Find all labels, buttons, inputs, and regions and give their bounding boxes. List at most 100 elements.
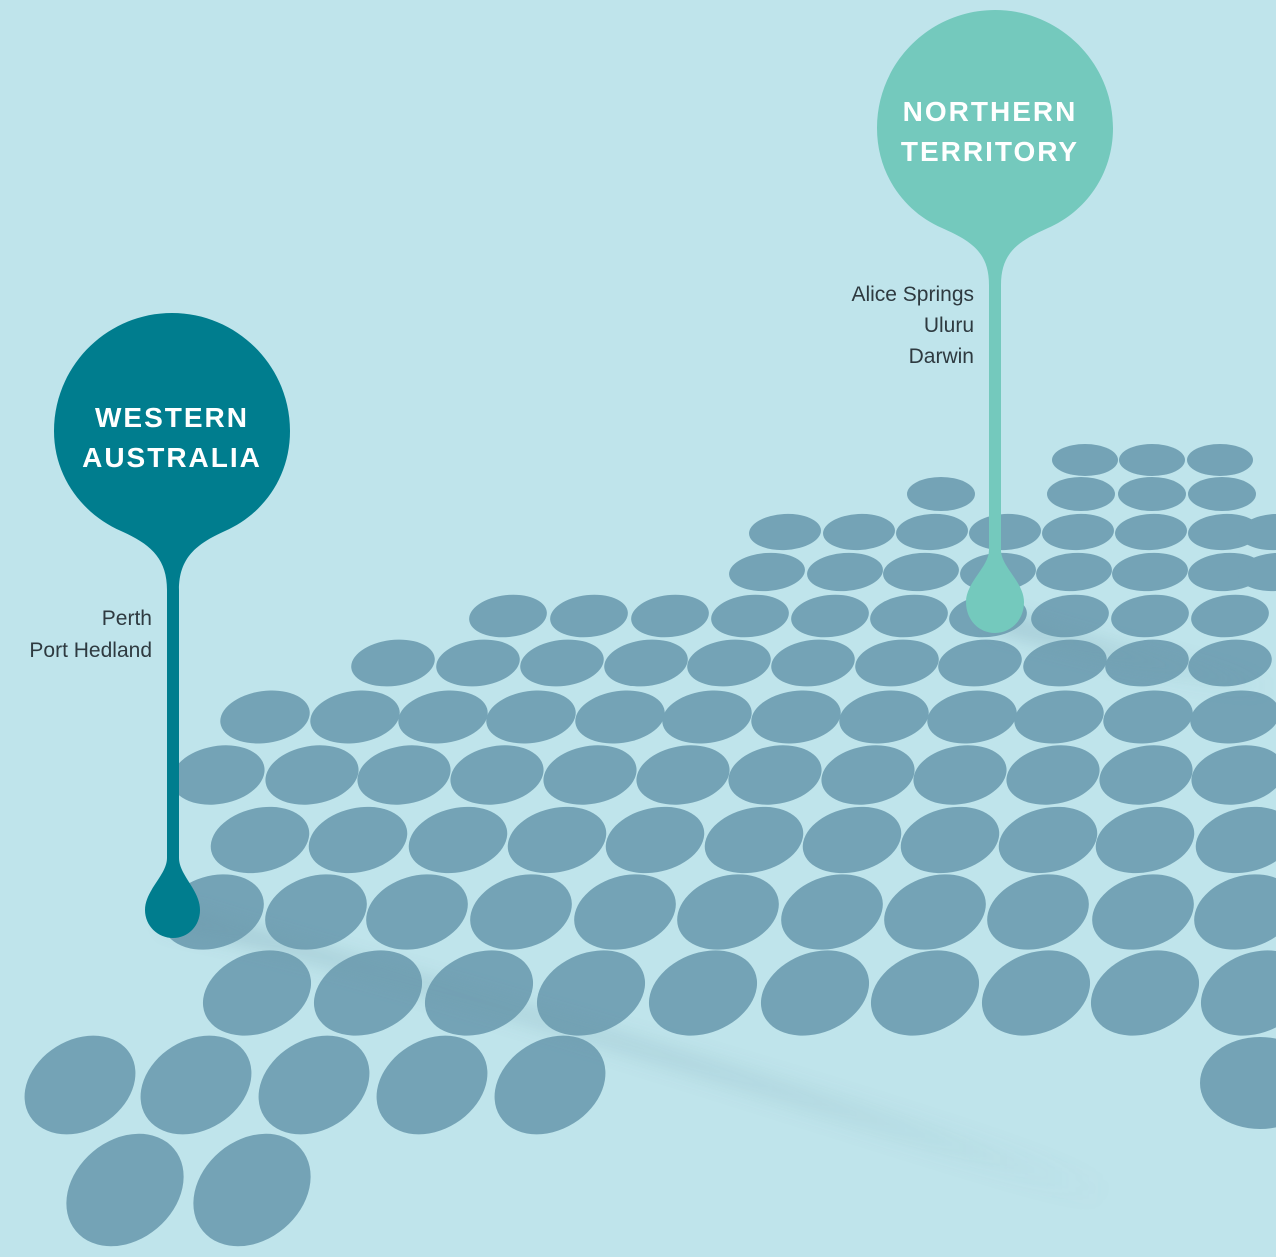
map-dot [24, 1035, 136, 1135]
map-dot [550, 594, 628, 638]
map-dot [66, 1133, 184, 1247]
map-dot [896, 513, 968, 551]
map-dot [1042, 513, 1114, 551]
map-dot [202, 950, 312, 1036]
map-dot [998, 806, 1098, 874]
map-dot [265, 874, 367, 950]
city-label-alice-springs: Alice Springs [851, 283, 974, 306]
city-label-perth: Perth [102, 607, 152, 630]
map-dot [1195, 806, 1276, 874]
map-dot [807, 552, 883, 592]
map-dot [1188, 477, 1256, 511]
map-dot [1103, 690, 1193, 744]
map-dot [398, 690, 488, 744]
map-dot [1095, 806, 1195, 874]
map-dot [969, 513, 1041, 551]
pin-western-australia[interactable]: WESTERN AUSTRALIA Perth Port Hedland [29, 313, 290, 938]
map-dot [927, 690, 1017, 744]
city-label-port-hedland: Port Hedland [29, 639, 152, 662]
map-dot [855, 639, 939, 687]
map-dot [408, 806, 508, 874]
pin-title-western-line1: WESTERN [95, 402, 249, 433]
map-dot [677, 874, 779, 950]
city-label-uluru: Uluru [924, 314, 974, 337]
map-dot [729, 552, 805, 592]
map-dot [1006, 745, 1100, 805]
map-dot [1036, 552, 1112, 592]
map-dot [469, 594, 547, 638]
map-dot [308, 806, 408, 874]
dot-grid [24, 444, 1276, 1247]
map-dot [1191, 594, 1269, 638]
map-dot [310, 690, 400, 744]
map-dot [574, 874, 676, 950]
map-dot [636, 745, 730, 805]
map-dot [520, 639, 604, 687]
pin-northern-territory[interactable]: NORTHERN TERRITORY Alice Springs Uluru D… [851, 10, 1113, 633]
map-dot [907, 477, 975, 511]
wa-pin-shadow [160, 910, 1120, 1210]
map-dot [870, 594, 948, 638]
map-dot [751, 690, 841, 744]
map-dot [1014, 690, 1104, 744]
map-dot [376, 1035, 488, 1135]
map-dot [1194, 874, 1276, 950]
map-dot [1187, 444, 1253, 476]
pin-title-western-line2: AUSTRALIA [82, 442, 262, 473]
map-dot [140, 1035, 252, 1135]
map-dot [938, 639, 1022, 687]
map-dot [1200, 1037, 1276, 1129]
map-dot [1238, 552, 1276, 592]
map-dot [507, 806, 607, 874]
map-dot [450, 745, 544, 805]
map-dot [1115, 513, 1187, 551]
map-dot [802, 806, 902, 874]
map-dot [1031, 594, 1109, 638]
map-dot [494, 1035, 606, 1135]
map-dot [536, 950, 646, 1036]
map-dot [913, 745, 1007, 805]
map-dot [1188, 513, 1260, 551]
map-dot [1118, 477, 1186, 511]
map-dot [210, 806, 310, 874]
map-dot [1099, 745, 1193, 805]
pin-shadows [160, 615, 1276, 1210]
pin-shape-western-australia [54, 313, 290, 938]
map-dot [662, 690, 752, 744]
map-dot [1092, 874, 1194, 950]
pin-shape-northern-territory [877, 10, 1113, 633]
map-dot [486, 690, 576, 744]
map-dot [870, 950, 980, 1036]
map-dot [1111, 594, 1189, 638]
map-dot [1090, 950, 1200, 1036]
map-dot [771, 639, 855, 687]
map-dot [981, 950, 1091, 1036]
city-label-darwin: Darwin [909, 345, 974, 368]
map-dot [760, 950, 870, 1036]
map-dot [839, 690, 929, 744]
map-dot [605, 806, 705, 874]
pin-title-northern-line1: NORTHERN [903, 96, 1078, 127]
pin-title-northern-line2: TERRITORY [901, 136, 1079, 167]
map-dot [987, 874, 1089, 950]
map-dot [604, 639, 688, 687]
map-dot [351, 639, 435, 687]
map-dot [1190, 690, 1276, 744]
map-dot [1200, 950, 1276, 1036]
map-dot [1047, 477, 1115, 511]
map-dot [1112, 552, 1188, 592]
map-dot [687, 639, 771, 687]
map-dot [543, 745, 637, 805]
map-dot [648, 950, 758, 1036]
map-dot [220, 690, 310, 744]
map-dot [1191, 745, 1276, 805]
map-dot [711, 594, 789, 638]
map-dot [171, 745, 265, 805]
nt-pin-shadow [985, 615, 1276, 700]
map-dot [1119, 444, 1185, 476]
map-dot [436, 639, 520, 687]
map-dot [883, 552, 959, 592]
map-dot [631, 594, 709, 638]
